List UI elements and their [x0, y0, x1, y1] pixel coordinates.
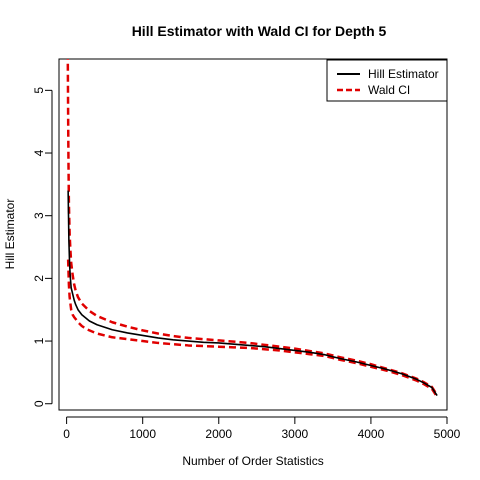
- wald-ci-lower-line: [66, 259, 439, 398]
- wald-ci-upper-line: [66, 59, 439, 396]
- x-tick-label: 5000: [434, 427, 461, 441]
- x-tick-label: 0: [63, 427, 70, 441]
- x-tick-label: 3000: [281, 427, 308, 441]
- x-tick-label: 4000: [358, 427, 385, 441]
- y-tick-label: 3: [32, 212, 46, 219]
- x-axis: 0 1000 2000 3000 4000 5000: [63, 416, 461, 441]
- x-axis-label: Number of Order Statistics: [182, 454, 323, 468]
- x-tick-label: 1000: [129, 427, 156, 441]
- y-tick-label: 2: [32, 275, 46, 282]
- y-tick-label: 4: [32, 149, 46, 156]
- y-tick-label: 5: [32, 87, 46, 94]
- hill-estimator-line: [67, 190, 438, 397]
- chart-title: Hill Estimator with Wald CI for Depth 5: [132, 23, 387, 39]
- plot-frame: [58, 58, 448, 411]
- legend-box: [326, 59, 448, 102]
- legend-label-hill: Hill Estimator: [368, 67, 439, 81]
- y-axis-label: Hill Estimator: [3, 199, 17, 270]
- y-tick-label: 1: [32, 337, 46, 344]
- series-layer: [66, 59, 439, 398]
- y-axis: 0 1 2 3 4 5: [32, 87, 53, 407]
- legend: Hill Estimator Wald CI: [326, 59, 448, 102]
- y-tick-label: 0: [32, 400, 46, 407]
- x-tick-label: 2000: [205, 427, 232, 441]
- legend-label-wald: Wald CI: [368, 83, 410, 97]
